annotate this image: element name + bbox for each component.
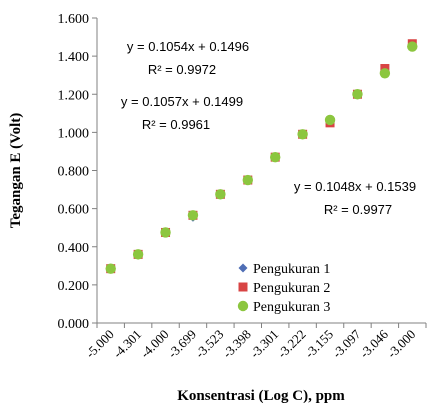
x-tick-label: -3.523 <box>192 327 226 361</box>
y-tick-label: 0.000 <box>58 317 90 332</box>
data-point <box>242 174 253 186</box>
y-tick-label: 1.400 <box>58 50 90 65</box>
y-tick-label: 1.600 <box>58 12 90 27</box>
legend: Pengukuran 1 Pengukuran 2 Pengukuran 3 <box>237 262 330 315</box>
y-axis-ticks: 0.000 0.200 0.400 0.600 0.800 1.000 1.200 1.400… <box>58 12 97 332</box>
equation-3: y = 0.1048x + 0.1539 <box>294 179 416 194</box>
x-tick-label: -3.000 <box>384 327 418 361</box>
data-points <box>105 39 418 274</box>
data-point <box>407 41 418 52</box>
data-point <box>379 68 391 79</box>
data-point <box>215 189 226 200</box>
data-point <box>324 114 336 126</box>
data-point <box>160 227 171 238</box>
y-tick-label: 0.600 <box>58 203 90 218</box>
r-squared-3: R² = 0.9977 <box>324 202 392 217</box>
data-point <box>105 263 116 274</box>
legend-label: Pengukuran 2 <box>253 281 330 296</box>
annotation-1: y = 0.1054x + 0.1496 R² = 0.9972 <box>127 39 249 77</box>
legend-label: Pengukuran 3 <box>253 300 330 315</box>
data-point <box>352 89 363 100</box>
x-tick-label: -3.398 <box>220 327 254 361</box>
data-point <box>297 129 308 140</box>
x-tick-label: -4.000 <box>137 327 171 361</box>
data-point <box>187 210 199 221</box>
legend-item: Pengukuran 3 <box>237 300 330 315</box>
y-axis-label: Tegangan E (Volt) <box>8 113 24 229</box>
y-tick-label: 0.400 <box>58 241 90 256</box>
x-tick-label: -3.155 <box>302 327 336 361</box>
legend-label: Pengukuran 1 <box>253 262 330 277</box>
y-tick-label: 0.800 <box>58 165 90 180</box>
data-point <box>132 249 144 260</box>
x-tick-label: -3.097 <box>329 326 364 361</box>
legend-marker <box>238 263 248 273</box>
x-tick-label: -3.046 <box>357 326 392 361</box>
legend-item: Pengukuran 2 <box>238 281 330 296</box>
data-point <box>270 151 281 163</box>
x-tick-label: -3.301 <box>247 327 281 361</box>
legend-marker <box>237 300 249 312</box>
y-tick-label: 1.000 <box>58 126 90 141</box>
legend-item: Pengukuran 1 <box>238 262 330 277</box>
legend-marker <box>238 282 248 292</box>
equation-2: y = 0.1057x + 0.1499 <box>121 94 243 109</box>
x-tick-label: -3.222 <box>274 327 308 361</box>
r-squared-2: R² = 0.9961 <box>142 117 210 132</box>
series-3 <box>105 41 418 274</box>
x-tick-label: -3.699 <box>165 327 199 361</box>
equation-1: y = 0.1054x + 0.1496 <box>127 39 249 54</box>
x-axis-ticks: -5.000-4.301-4.000-3.699-3.523-3.398-3.3… <box>82 323 427 361</box>
x-tick-label: -4.301 <box>110 327 144 361</box>
r-squared-1: R² = 0.9972 <box>148 62 216 77</box>
y-tick-label: 0.200 <box>58 279 90 294</box>
y-tick-label: 1.200 <box>58 88 90 103</box>
annotation-3: y = 0.1048x + 0.1539 R² = 0.9977 <box>294 179 416 217</box>
annotation-2: y = 0.1057x + 0.1499 R² = 0.9961 <box>121 94 243 132</box>
x-axis-label: Konsentrasi (Log C), ppm <box>177 388 345 404</box>
